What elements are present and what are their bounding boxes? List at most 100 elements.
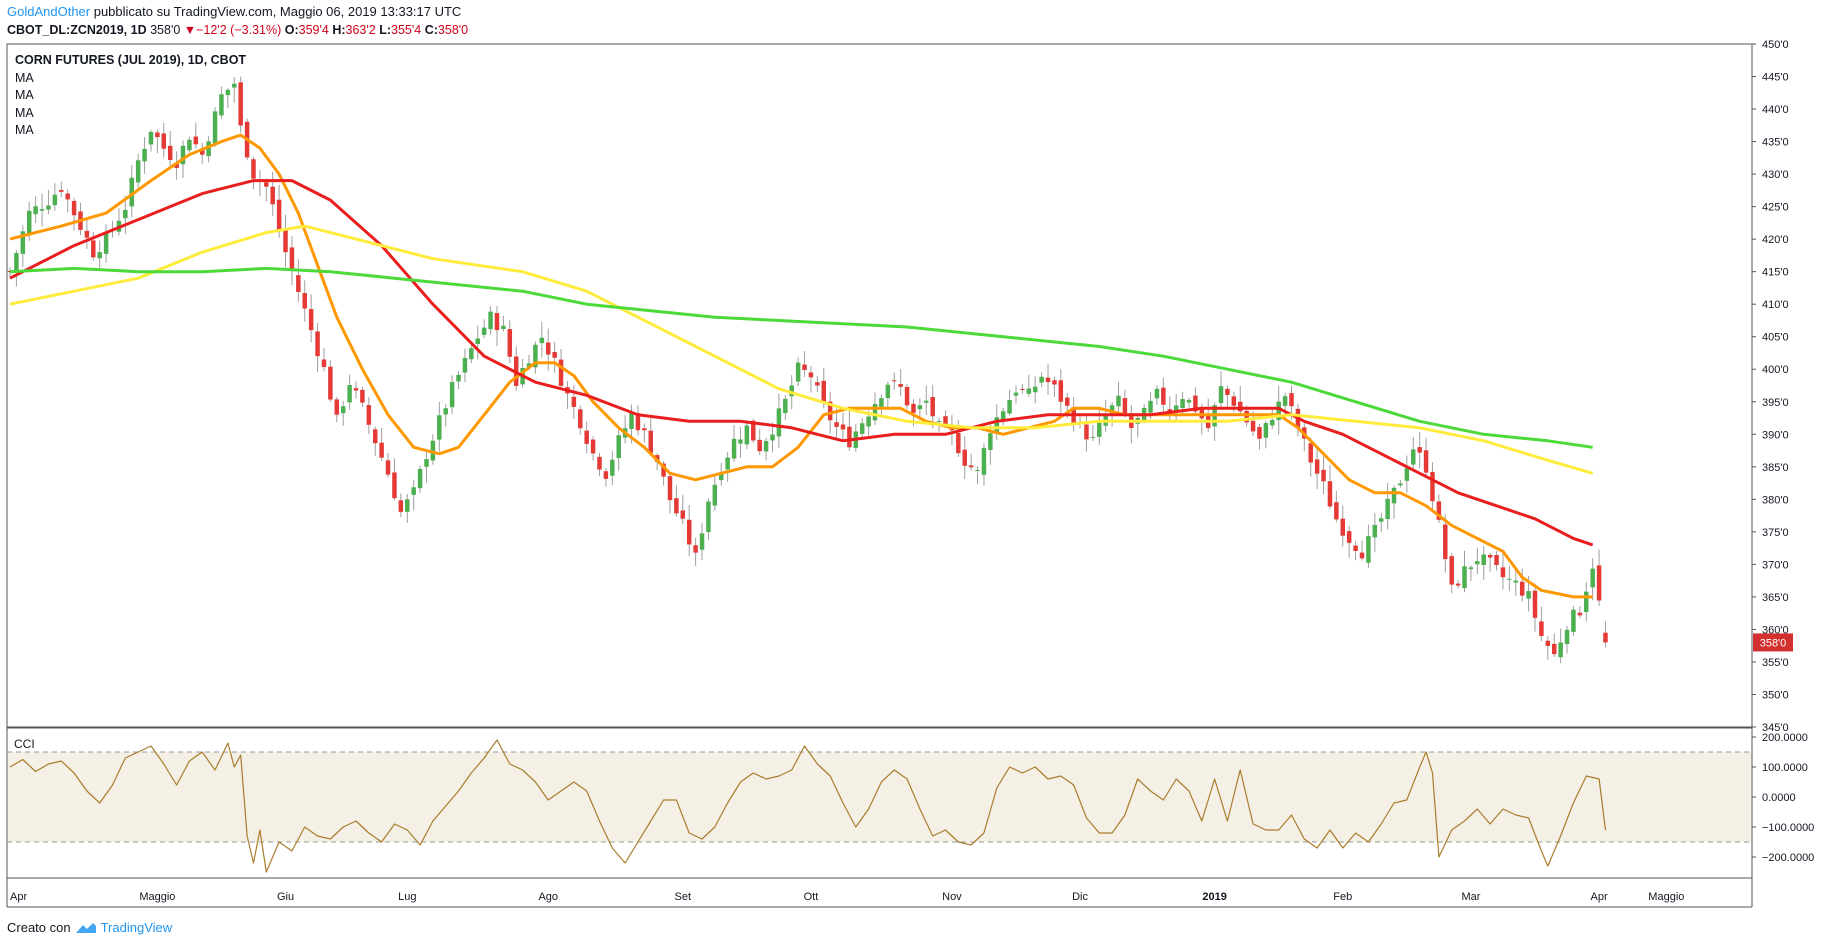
candle-down (84, 230, 90, 238)
last-price-tag-label: 358'0 (1760, 637, 1787, 649)
candle-up (437, 415, 442, 440)
candle-up (1116, 395, 1121, 407)
candle-down (648, 430, 653, 453)
candle-down (1167, 409, 1173, 412)
candle-up (14, 252, 19, 272)
candle-down (661, 463, 666, 477)
candle-up (866, 416, 871, 427)
candle-up (770, 434, 775, 441)
candle-down (193, 136, 199, 145)
candle-down (1065, 397, 1070, 406)
candle-down (91, 240, 96, 258)
candle-down (757, 439, 762, 452)
chart-header: GoldAndOther pubblicato su TradingView.c… (7, 3, 468, 39)
candle-down (251, 159, 256, 179)
symbol-label: CBOT_DL:ZCN2019, 1D (7, 23, 147, 37)
candle-up (1148, 400, 1153, 413)
candle-down (1250, 420, 1256, 432)
candle-up (924, 400, 929, 403)
candle-down (693, 545, 698, 553)
candle-down (1314, 459, 1320, 474)
candle-down (571, 396, 577, 407)
candle-up (340, 406, 346, 414)
candle-down (1423, 450, 1429, 473)
candle-up (20, 231, 26, 254)
candle-up (994, 417, 1000, 434)
candle-up (885, 384, 891, 399)
candle-down (943, 416, 948, 425)
legend-ma-3[interactable]: MA (15, 105, 34, 120)
candle-up (1468, 567, 1474, 570)
candle-up (1378, 518, 1384, 522)
candle-up (232, 83, 237, 88)
candle-down (1500, 567, 1506, 578)
high-value: 363'2 (345, 23, 376, 37)
candle-down (1084, 424, 1089, 440)
legend-ma-4[interactable]: MA (15, 123, 34, 137)
tradingview-link[interactable]: TradingView (100, 920, 173, 935)
candle-up (1263, 423, 1269, 438)
candle-up (1507, 578, 1512, 580)
candle-down (1045, 377, 1051, 383)
time-axis-label: Set (675, 891, 692, 903)
time-axis-label: Dic (1072, 891, 1088, 903)
candle-up (936, 420, 942, 422)
candle-up (1000, 411, 1006, 421)
candle-down (911, 403, 916, 413)
candle-up (475, 338, 480, 345)
candle-up (763, 441, 769, 452)
candle-down (1225, 388, 1230, 395)
candle-up (405, 499, 410, 512)
candle-down (1596, 565, 1602, 601)
candle-down (283, 228, 288, 253)
time-axis-label: Lug (398, 891, 416, 903)
author-link[interactable]: GoldAndOther (7, 4, 91, 19)
candle-up (462, 358, 468, 373)
open-value: 359'4 (298, 23, 329, 37)
candle-down (1340, 518, 1346, 536)
legend-title: CORN FUTURES (JUL 2019), 1D, CBOT (15, 53, 247, 67)
candle-down (1257, 427, 1262, 439)
candle-up (789, 385, 794, 397)
price-axis-label: 410'0 (1762, 299, 1789, 311)
candle-down (545, 342, 551, 355)
candle-down (276, 199, 282, 230)
candle-up (430, 440, 436, 461)
legend-ma-1[interactable]: MA (15, 70, 34, 85)
cci-axis-label: 200.0000 (1762, 732, 1808, 744)
price-axis-label: 430'0 (1762, 169, 1789, 181)
candle-down (552, 352, 557, 358)
candle-down (1244, 410, 1249, 423)
candle-down (270, 186, 275, 205)
candle-up (219, 94, 224, 116)
candle-down (238, 82, 243, 126)
legend-ma-2[interactable]: MA (15, 88, 34, 102)
price-pane-frame (6, 43, 1753, 728)
price-axis-label: 435'0 (1762, 137, 1789, 149)
last-price: 358'0 (150, 23, 181, 37)
price-axis-label: 420'0 (1762, 234, 1789, 246)
candle-down (494, 313, 500, 331)
close-label: C: (424, 23, 438, 37)
candle-down (1532, 590, 1538, 618)
candle-up (616, 435, 621, 459)
candle-up (456, 374, 461, 382)
candle-down (1058, 380, 1064, 402)
candle-up (148, 131, 154, 145)
price-axis-label: 380'0 (1762, 494, 1789, 506)
candle-up (1366, 536, 1371, 563)
candle-up (347, 385, 352, 403)
candle-up (1007, 399, 1012, 414)
candle-up (1564, 629, 1570, 645)
candle-up (1391, 487, 1397, 504)
moving-average-line-2 (9, 179, 1594, 547)
candle-down (891, 380, 897, 382)
cci-axis-label: 0.0000 (1762, 792, 1796, 804)
time-axis-label: Feb (1333, 891, 1352, 903)
cci-band (8, 752, 1751, 842)
candle-down (1487, 554, 1493, 558)
candle-up (103, 232, 109, 254)
candle-down (1430, 471, 1435, 502)
candle-down (1334, 502, 1339, 520)
